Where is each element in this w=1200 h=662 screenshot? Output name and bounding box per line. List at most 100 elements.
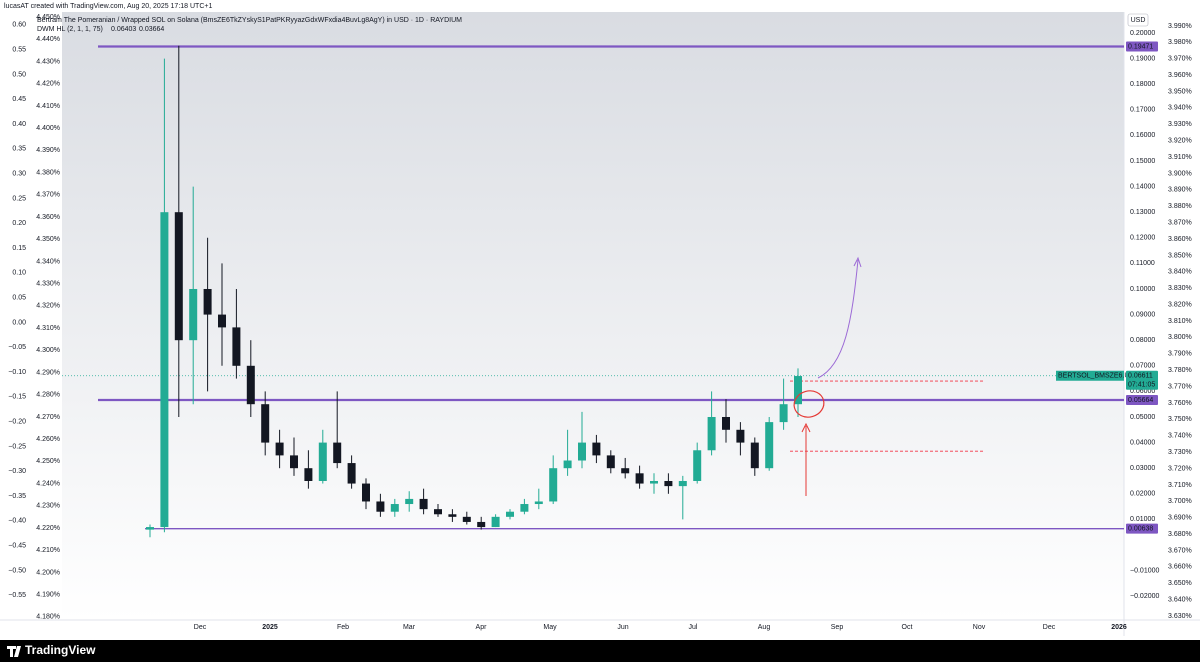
candle-body [534,501,543,505]
candle-body [722,416,730,430]
axis-tick-label: 3.950% [1168,88,1192,95]
axis-tick-label: 4.260% [36,436,60,443]
axis-tick-label: 4.370% [36,192,60,199]
credit: lucasAT created with TradingView.com, Au… [4,3,212,10]
axis-tick-label: 4.240% [36,480,60,487]
candle-body [333,442,342,464]
axis-tick-label: 3.900% [1168,170,1192,177]
candle-body [146,527,154,530]
candle-body [246,365,255,405]
currency-box[interactable] [1127,13,1149,27]
x-tick-label: Nov [973,624,986,631]
brand: TradingView [25,643,96,657]
candle-body [160,212,169,528]
x-tick-label: 2025 [262,624,278,631]
axis-tick-label: 0.03000 [1130,465,1155,472]
axis-tick-label: −0.50 [8,567,26,574]
axis-tick-label: 0.07000 [1130,363,1155,370]
axis-tick-label: 0.01000 [1130,516,1155,523]
currency[interactable]: USD [1131,17,1146,24]
axis-tick-label: 3.880% [1168,203,1192,210]
axis-tick-label: 4.230% [36,503,60,510]
axis-tick-label: 4.410% [36,103,60,110]
axis-tick-label: −0.55 [8,592,26,599]
x-tick-label: Jul [689,624,698,631]
axis-tick-label: 3.800% [1168,334,1192,341]
axis-tick-label: 3.970% [1168,56,1192,63]
axis-tick-label: 3.960% [1168,72,1192,79]
symbol-label: BERTSOL_BMSZE6.USD [1058,373,1139,380]
axis-tick-label: 0.35 [12,146,26,153]
axis-tick-label: 3.860% [1168,236,1192,243]
axis-tick-label: 3.770% [1168,383,1192,390]
axis-tick-label: 0.20000 [1130,30,1155,37]
candle-body [405,498,414,505]
axis-tick-label: 3.810% [1168,318,1192,325]
axis-tick-label: 4.290% [36,369,60,376]
level-price-box [1126,41,1158,52]
axis-tick-label: 4.200% [36,569,60,576]
candle-body [203,288,212,315]
candle-body [678,480,687,487]
axis-tick-label: 3.710% [1168,482,1192,489]
candle-body [765,422,774,469]
axis-tick-label: 3.640% [1168,597,1192,604]
axis-tick-label: 0.14000 [1130,183,1155,190]
axis-tick-label: 4.220% [36,525,60,532]
axis-tick-label: 3.840% [1168,269,1192,276]
axis-tick-label: 4.420% [36,81,60,88]
axis-tick-label: 3.980% [1168,39,1192,46]
axis-tick-label: 4.330% [36,281,60,288]
axis-tick-label: 4.440% [36,36,60,43]
axis-tick-label: 4.360% [36,214,60,221]
axis-tick-label: 0.04000 [1130,439,1155,446]
axis-tick-label: 0.00 [12,319,26,326]
axis-tick-label: 3.910% [1168,154,1192,161]
x-tick-label: Mar [403,624,416,631]
candle-body [174,212,183,341]
axis-tick-label: 0.16000 [1130,132,1155,139]
axis-tick-label: −0.30 [8,468,26,475]
axis-tick-label: 0.09000 [1130,311,1155,318]
candle-body [477,521,486,528]
candle-body [376,501,385,512]
axis-tick-label: 0.15000 [1130,158,1155,165]
last-price-label: 0.06611 [1128,373,1153,380]
annotations [793,256,862,496]
axis-tick-label: 4.250% [36,458,60,465]
candle-body [650,480,658,484]
axis-tick-label: 4.350% [36,236,60,243]
axis-tick-label: 3.870% [1168,219,1192,226]
axis-tick-label: 4.180% [36,614,60,621]
axis-tick-label: 3.670% [1168,547,1192,554]
level-price-label: 0.00638 [1128,526,1153,533]
candle-body [448,514,457,517]
axis-tick-label: 0.60 [12,22,26,29]
axis-tick-label: 0.06000 [1130,388,1155,395]
candle-body [347,463,356,484]
axis-tick-label: −0.02000 [1130,593,1159,600]
x-tick-label: 2026 [1111,624,1127,631]
indicator-value: 0.06403 [111,26,136,33]
axis-tick-label: −0.20 [8,418,26,425]
axis-tick-label: 0.30 [12,171,26,178]
axis-tick-label: 0.40 [12,121,26,128]
candle-body [275,442,284,456]
axis-tick-label: 4.430% [36,58,60,65]
level-price-box [1126,523,1158,534]
plot-area [62,12,1124,620]
indicator-name: DWM HL (2, 1, 1, 75) [37,26,103,33]
axis-tick-label: 3.920% [1168,138,1192,145]
chart-title: Bertram The Pomeranian / Wrapped SOL on … [37,17,462,24]
candle-body [606,455,615,469]
curve-arrow-head [853,256,862,268]
axis-tick-label: 3.790% [1168,351,1192,358]
candle-body [520,504,529,512]
candle-body [304,468,313,481]
axis-tick-label: −0.25 [8,443,26,450]
axis-tick-label: 0.11000 [1130,260,1155,267]
axis-tick-label: 3.820% [1168,301,1192,308]
axis-tick-label: −0.35 [8,493,26,500]
candle-body [506,511,514,517]
x-tick-label: Oct [902,624,913,631]
